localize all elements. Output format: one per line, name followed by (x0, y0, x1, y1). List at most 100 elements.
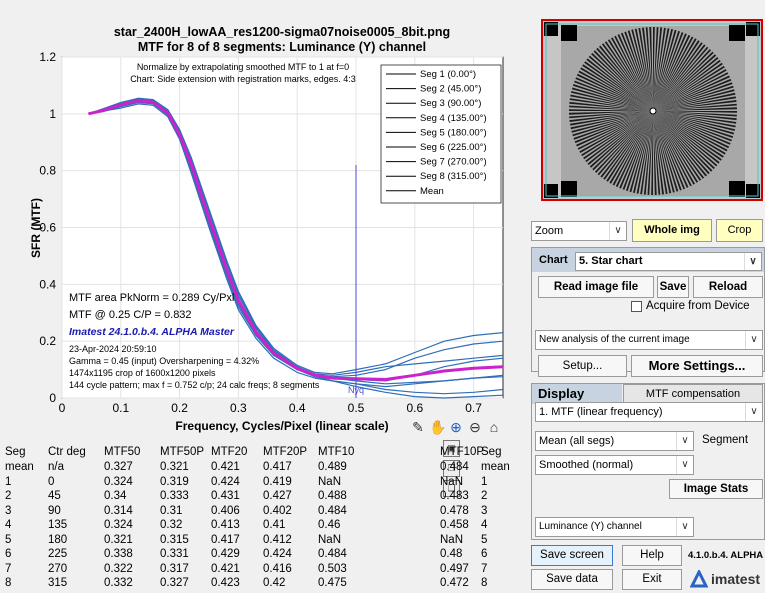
series-group (88, 97, 504, 399)
series-line-seg8 (88, 98, 504, 385)
star-ray (653, 59, 721, 111)
star-ray (647, 111, 653, 195)
save-data-button[interactable]: Save data (531, 569, 613, 590)
table-cell: 0.484 (318, 548, 347, 560)
crop-button[interactable]: Crop (716, 219, 763, 242)
info-line: 144 cycle pattern; max f = 0.752 c/p; 24… (69, 380, 320, 390)
display-select[interactable]: 1. MTF (linear frequency) ∨ (535, 402, 763, 422)
save-screen-button[interactable]: Save screen (531, 545, 613, 566)
table-cell: 0.331 (160, 548, 189, 560)
star-ray (653, 111, 737, 121)
table-cell: 0.423 (211, 577, 240, 589)
normalize-note: Normalize by extrapolating smoothed MTF … (137, 62, 349, 72)
table-cell: 0.319 (160, 475, 189, 488)
star-ray (653, 111, 735, 135)
table-cell: Ctr deg (48, 446, 86, 458)
star-ray (594, 111, 653, 173)
legend-items: Seg 1 (0.00°) Seg 2 (45.00°) Seg 3 (90.00°… (386, 69, 487, 197)
star-ray (600, 111, 653, 178)
table-cell: 1 (481, 475, 488, 488)
star-ray (653, 111, 661, 195)
star-ray (653, 111, 734, 138)
table-cell: 0.314 (104, 504, 133, 517)
chart-select[interactable]: 5. Star chart ∨ (575, 252, 762, 271)
star-ray (611, 37, 653, 111)
display-tab[interactable] (532, 384, 622, 404)
mtf-compensation-tab[interactable]: MTF compensation (623, 384, 763, 404)
save-button[interactable]: Save (657, 276, 689, 298)
table-cell: 0.321 (160, 461, 189, 473)
star-ray (574, 80, 653, 111)
table-cell: 225 (48, 548, 68, 560)
table-cell: 8 (481, 577, 488, 589)
home-icon[interactable]: ⌂ (489, 419, 499, 435)
table-cell: 0.431 (211, 490, 240, 502)
analysis-select[interactable]: New analysis of the current image ∨ (535, 330, 763, 350)
reload-button[interactable]: Reload (693, 276, 763, 298)
star-ray (653, 111, 668, 194)
table-cell: 0.332 (104, 577, 133, 589)
star-ray (653, 111, 726, 155)
image-stats-button[interactable]: Image Stats (669, 479, 763, 499)
setup-button[interactable]: Setup... (538, 355, 627, 377)
save-figure-icon[interactable]: ▣ (443, 440, 460, 457)
brush-icon[interactable]: ✎ (412, 419, 424, 435)
y-tick-label: 0.8 (39, 164, 56, 178)
read-image-file-button[interactable]: Read image file (538, 276, 654, 298)
star-ray (653, 40, 700, 112)
star-ray (653, 111, 689, 188)
star-ray (653, 111, 679, 192)
table-cell: 270 (48, 562, 68, 575)
star-ray (622, 111, 653, 190)
table-cell: 0.31 (160, 504, 183, 517)
star-ray (579, 111, 653, 153)
star-ray (617, 34, 653, 111)
table-cell: Seg (5, 446, 26, 458)
table-cell: 4 (5, 519, 12, 531)
series-line-seg3 (88, 103, 504, 388)
table-cell: 0.497 (440, 562, 469, 575)
channel-select[interactable]: Luminance (Y) channel ∨ (535, 517, 694, 537)
table-cell: 0.489 (318, 461, 347, 473)
exit-button[interactable]: Exit (622, 569, 682, 590)
table-cell: 0.458 (440, 519, 469, 531)
star-ray (645, 27, 653, 112)
star-ray (571, 111, 653, 133)
segment-select[interactable]: Mean (all segs) ∨ (535, 431, 694, 451)
whole-img-button[interactable]: Whole img (632, 219, 712, 242)
zoom-in-icon[interactable]: ⊕ (450, 419, 462, 435)
star-ray (572, 111, 653, 137)
imatest-logo-text: imatest (711, 571, 761, 587)
legend-entry: Seg 1 (0.00°) (420, 69, 476, 80)
star-ray (584, 61, 653, 111)
acquire-checkbox[interactable] (631, 301, 642, 312)
star-ray (569, 98, 653, 111)
mtf-at-text: MTF @ 0.25 C/P = 0.832 (69, 309, 192, 321)
imatest-logo-icon (689, 568, 709, 588)
legend-entry: Seg 2 (45.00°) (420, 84, 481, 95)
star-ray (593, 50, 653, 111)
star-ray (653, 111, 682, 191)
star-ray (588, 55, 653, 111)
y-tick-label: 0.6 (39, 221, 56, 235)
star-ray (653, 42, 703, 112)
copy-figure-icon[interactable]: ❐ (443, 460, 460, 477)
table-cell: 7 (5, 562, 12, 575)
more-settings-button[interactable]: More Settings... (631, 355, 763, 377)
display-value: 1. MTF (linear frequency) (539, 406, 663, 418)
zoom-out-icon[interactable]: ⊖ (469, 419, 481, 435)
copy-data-icon[interactable]: ❏ (443, 480, 460, 497)
pan-hand-icon[interactable]: ✋ (429, 419, 447, 435)
star-ray (619, 111, 653, 189)
help-button[interactable]: Help (622, 545, 682, 566)
star-ray (653, 111, 731, 145)
star-ray (603, 111, 653, 180)
image-preview[interactable] (541, 19, 763, 201)
legend-entry: Mean (420, 186, 444, 197)
smoothing-select[interactable]: Smoothed (normal) ∨ (535, 455, 694, 475)
star-ray (638, 28, 653, 111)
star-ray (576, 73, 653, 111)
x-axis-label: Frequency, Cycles/Pixel (linear scale) (175, 419, 388, 433)
zoom-select[interactable]: Zoom ∨ (531, 221, 627, 241)
table-cell: 0.327 (104, 461, 133, 473)
